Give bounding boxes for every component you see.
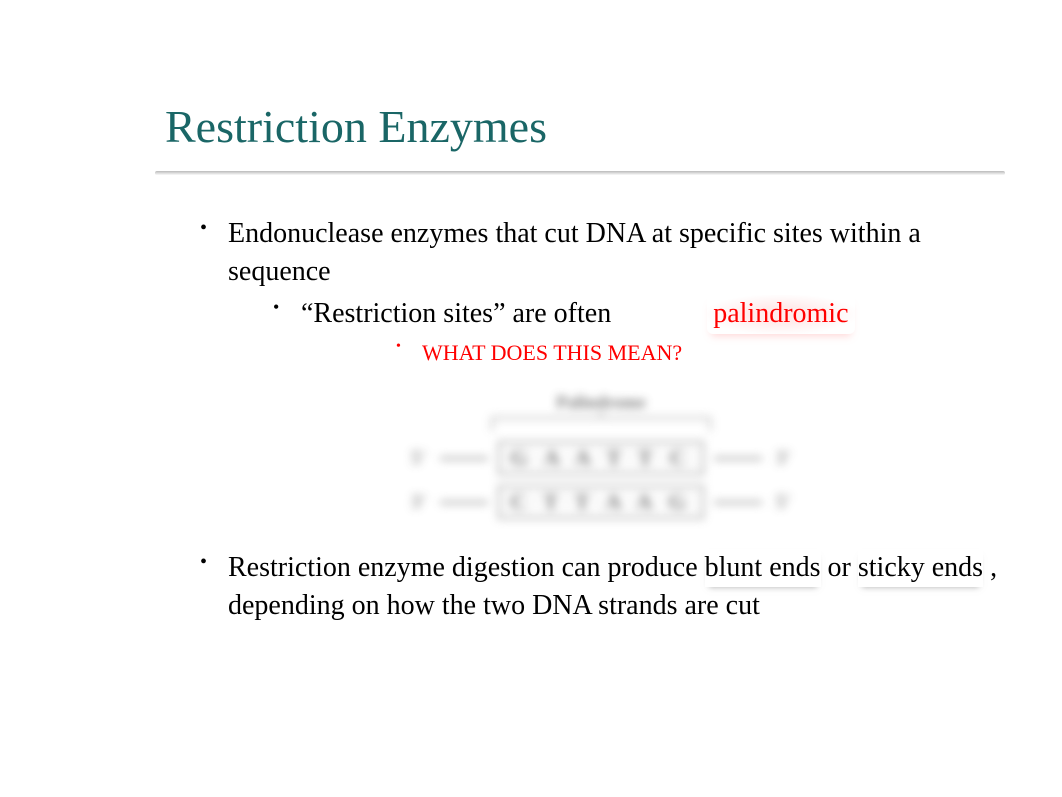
seg-3-sticky-ends: sticky ends xyxy=(858,549,983,587)
bullet-content: Endonuclease enzymes that cut DNA at spe… xyxy=(165,215,1002,625)
seg-0: Restriction enzyme digestion can produce xyxy=(228,552,705,583)
bullet-1-1-1-text: WHAT DOES THIS MEAN? xyxy=(422,340,682,365)
bullet-1-text: Endonuclease enzymes that cut DNA at spe… xyxy=(228,218,921,287)
strand-top-5prime: 5' xyxy=(407,447,431,470)
slide-title: Restriction Enzymes xyxy=(165,100,1002,153)
diagram-strand-bottom: 3' C T T A A G 5' xyxy=(366,485,836,519)
dash-icon xyxy=(440,501,488,504)
bullet-1-1-prefix: “Restriction sites” are often xyxy=(301,298,611,329)
highlight-palindromic: palindromic xyxy=(707,295,854,335)
strand-top-3prime: 3' xyxy=(772,447,796,470)
dash-icon xyxy=(714,457,762,460)
bullet-1: Endonuclease enzymes that cut DNA at spe… xyxy=(200,215,1002,368)
bullet-2: Restriction enzyme digestion can produce… xyxy=(200,549,1002,625)
dash-icon xyxy=(714,501,762,504)
seg-1-blunt-ends: blunt ends xyxy=(705,549,821,587)
slide-content: Restriction Enzymes Endonuclease enzymes… xyxy=(0,0,1062,675)
diagram-strand-top: 5' G A A T T C 3' xyxy=(366,441,836,475)
bullet-1-1-1: WHAT DOES THIS MEAN? xyxy=(396,338,1002,368)
title-divider xyxy=(155,171,1005,175)
diagram-label: Palindrome xyxy=(366,392,836,413)
diagram-bracket xyxy=(491,417,711,431)
strand-bottom-3prime: 3' xyxy=(407,491,431,514)
seg-2: or xyxy=(821,552,858,583)
strand-top-seq: G A A T T C xyxy=(498,441,703,475)
strand-bottom-5prime: 5' xyxy=(772,491,796,514)
palindrome-diagram: Palindrome 5' G A A T T C 3' 3' C T T A … xyxy=(366,392,836,519)
dash-icon xyxy=(440,457,488,460)
strand-bottom-seq: C T T A A G xyxy=(498,485,703,519)
bullet-1-1: “Restriction sites” are often palindromi… xyxy=(273,295,1002,368)
